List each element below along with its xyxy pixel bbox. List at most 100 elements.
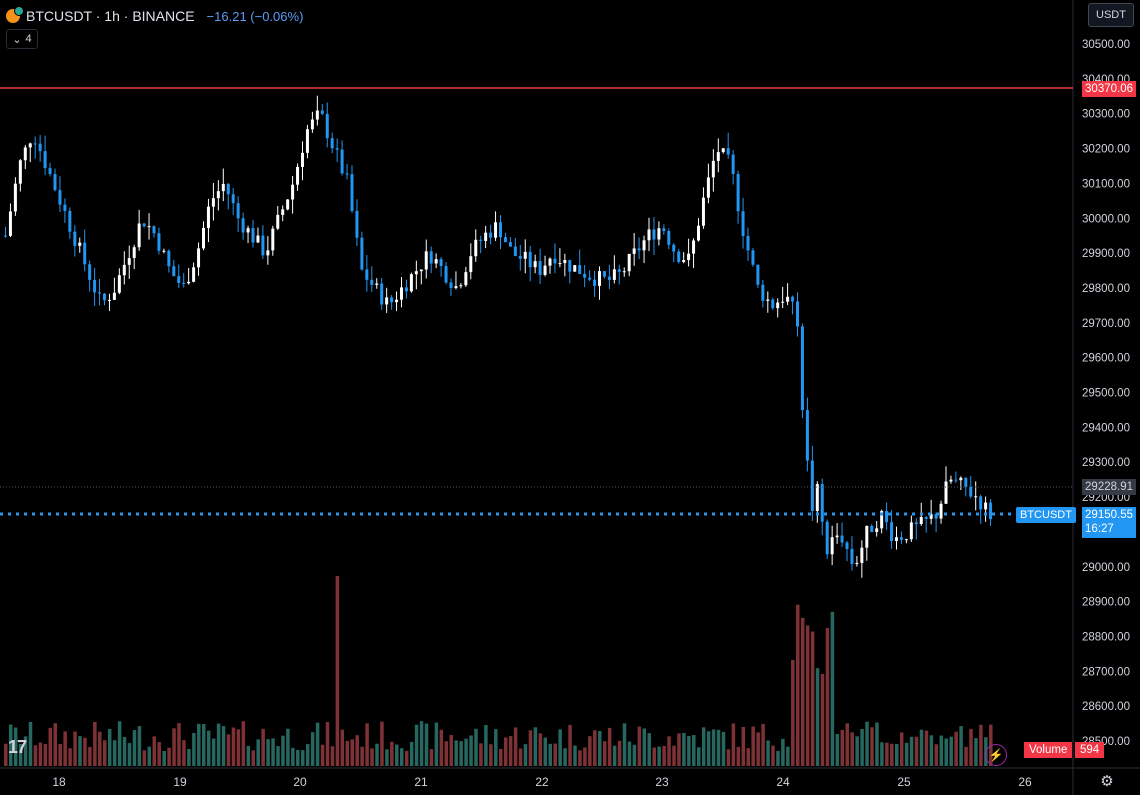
candle-body xyxy=(197,248,201,268)
volume-bar xyxy=(88,747,92,766)
volume-bar xyxy=(8,724,13,766)
volume-bar xyxy=(305,744,310,766)
candle-body xyxy=(286,199,290,210)
candle-body xyxy=(736,173,740,212)
volume-bar xyxy=(182,740,186,766)
candle-body xyxy=(211,198,215,207)
candle-body xyxy=(503,237,507,243)
candle-body xyxy=(682,260,686,263)
volume-bar xyxy=(741,726,746,766)
volume-bar xyxy=(370,748,374,766)
volume-bar xyxy=(875,722,879,766)
volume-bar xyxy=(598,731,602,766)
candle-body xyxy=(28,143,32,148)
price-axis-label: 29800.00 xyxy=(1082,283,1130,295)
volume-bar xyxy=(553,743,557,766)
candle-body xyxy=(919,517,923,524)
volume-bar xyxy=(68,748,72,766)
volume-bar xyxy=(890,743,894,766)
volume-label[interactable]: Volume xyxy=(1024,742,1073,758)
volume-bar xyxy=(177,723,181,766)
volume-bar xyxy=(454,740,458,766)
volume-bar xyxy=(167,747,171,766)
volume-bar xyxy=(701,727,706,766)
volume-bar xyxy=(424,723,429,766)
price-axis-label: 28600.00 xyxy=(1082,701,1130,713)
volume-bar xyxy=(642,728,647,766)
volume-bar xyxy=(197,723,201,766)
candle-body xyxy=(820,484,824,522)
candle-body xyxy=(672,244,676,252)
candle-body xyxy=(845,542,849,549)
volume-bar xyxy=(746,748,750,766)
candle-body xyxy=(271,228,275,251)
volume-bar xyxy=(647,733,651,766)
candle-body xyxy=(563,260,567,264)
candle-body xyxy=(315,110,319,120)
candle-body xyxy=(291,184,295,200)
candle-body xyxy=(395,299,399,303)
volume-bar xyxy=(28,721,33,766)
indicators-toggle[interactable]: ⌄ 4 xyxy=(6,29,38,49)
volume-bar xyxy=(583,747,587,766)
candle-body xyxy=(904,539,908,541)
candle-body xyxy=(687,253,691,261)
volume-bar xyxy=(979,724,983,766)
candle-body xyxy=(107,299,111,301)
volume-bar xyxy=(414,724,419,766)
volume-bar xyxy=(395,744,399,766)
volume-bar xyxy=(726,749,731,766)
candle-body xyxy=(122,264,126,276)
candle-body xyxy=(172,266,176,277)
volume-bar xyxy=(632,744,637,766)
candle-body xyxy=(246,228,250,233)
candle-body xyxy=(48,168,52,175)
candle-body xyxy=(499,222,502,238)
candle-body xyxy=(404,287,408,292)
candle-body xyxy=(192,267,196,282)
volume-bar xyxy=(469,735,473,766)
candle-body xyxy=(127,258,131,265)
price-axis-label: 29400.00 xyxy=(1082,422,1130,434)
candle-body xyxy=(840,535,844,543)
candle-body xyxy=(716,152,720,161)
candle-body xyxy=(484,232,488,241)
currency-selector[interactable]: USDT xyxy=(1088,3,1134,27)
candle-body xyxy=(449,282,453,289)
candle-body xyxy=(320,110,324,114)
volume-bar xyxy=(152,736,156,766)
volume-bar xyxy=(103,740,107,766)
volume-bar xyxy=(761,723,765,766)
candle-body xyxy=(434,259,438,264)
volume-bar xyxy=(365,723,369,766)
time-axis-label: 18 xyxy=(52,775,66,789)
candle-body xyxy=(58,190,62,205)
candle-body xyxy=(206,206,210,228)
candle-body xyxy=(251,228,255,243)
candle-body xyxy=(13,183,17,212)
candle-body xyxy=(459,285,463,287)
lightning-icon[interactable]: ⚡ xyxy=(985,744,1007,766)
candle-body xyxy=(365,269,369,280)
volume-bar xyxy=(677,733,681,766)
time-axis-label: 25 xyxy=(897,775,911,789)
volume-bar xyxy=(33,745,38,766)
volume-bar xyxy=(320,744,325,766)
candle-body xyxy=(400,287,403,300)
symbol-header[interactable]: BTCUSDT · 1h · BINANCE −16.21 (−0.06%) xyxy=(6,6,303,26)
volume-bar xyxy=(122,736,127,766)
symbol-title[interactable]: BTCUSDT · 1h · BINANCE xyxy=(26,8,195,24)
candle-body xyxy=(226,184,230,195)
volume-bar xyxy=(310,732,315,766)
time-axis-label: 19 xyxy=(173,775,187,789)
volume-bar xyxy=(335,576,340,766)
volume-bar xyxy=(206,730,211,766)
price-axis-label: 29600.00 xyxy=(1082,353,1130,365)
candle-body xyxy=(479,239,483,241)
volume-bar xyxy=(63,731,67,766)
volume-bar xyxy=(137,726,142,766)
indicators-count: 4 xyxy=(25,33,32,45)
gear-icon[interactable]: ⚙ xyxy=(1100,773,1114,790)
volume-bar xyxy=(830,611,835,766)
